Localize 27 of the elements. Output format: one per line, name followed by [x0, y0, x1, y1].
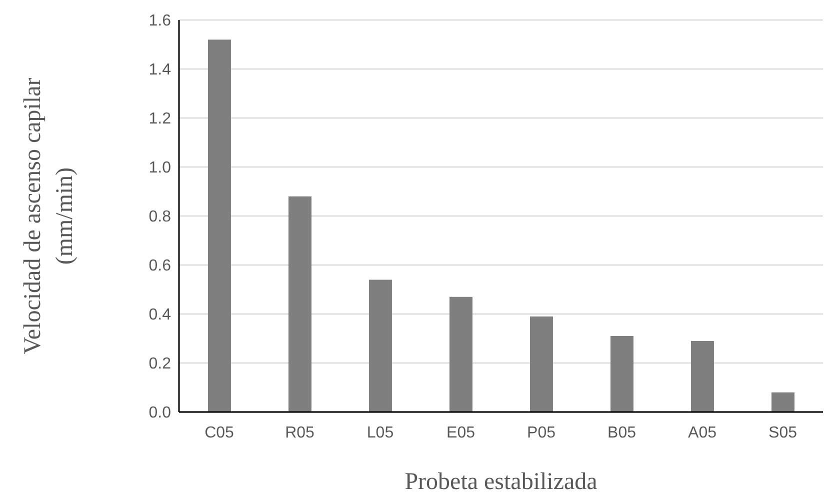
y-tick-label: 0.4 [148, 306, 172, 324]
x-tick-label: S05 [768, 424, 798, 442]
y-tick-label: 1.4 [148, 62, 172, 79]
x-tick-label: A05 [688, 424, 717, 442]
y-tick-label: 1.2 [148, 110, 172, 128]
y-tick-label: 1.0 [148, 160, 172, 177]
bar [771, 392, 794, 412]
x-axis-title: Probeta estabilizada [404, 469, 598, 495]
bar [530, 316, 553, 412]
y-tick-label: 0.0 [148, 404, 172, 422]
bar [449, 296, 472, 412]
bar [208, 40, 231, 412]
x-tick-label: B05 [608, 424, 636, 442]
y-axis-title: Velocidad de ascenso capilar (mm/min) [20, 78, 78, 354]
x-tick-label: C05 [204, 424, 234, 442]
y-tick-label: 1.6 [148, 12, 172, 30]
y-tick-label: 0.2 [148, 356, 172, 373]
bar [368, 280, 392, 412]
bar [288, 196, 312, 412]
y-tick-label: 0.8 [148, 208, 172, 226]
x-tick-label: R05 [285, 424, 315, 442]
x-tick-label: P05 [527, 424, 556, 442]
x-tick-label: L05 [366, 424, 394, 442]
bar [690, 340, 714, 412]
bar [610, 336, 634, 412]
x-tick-label: E05 [446, 424, 476, 442]
y-tick-label: 0.6 [148, 258, 172, 275]
